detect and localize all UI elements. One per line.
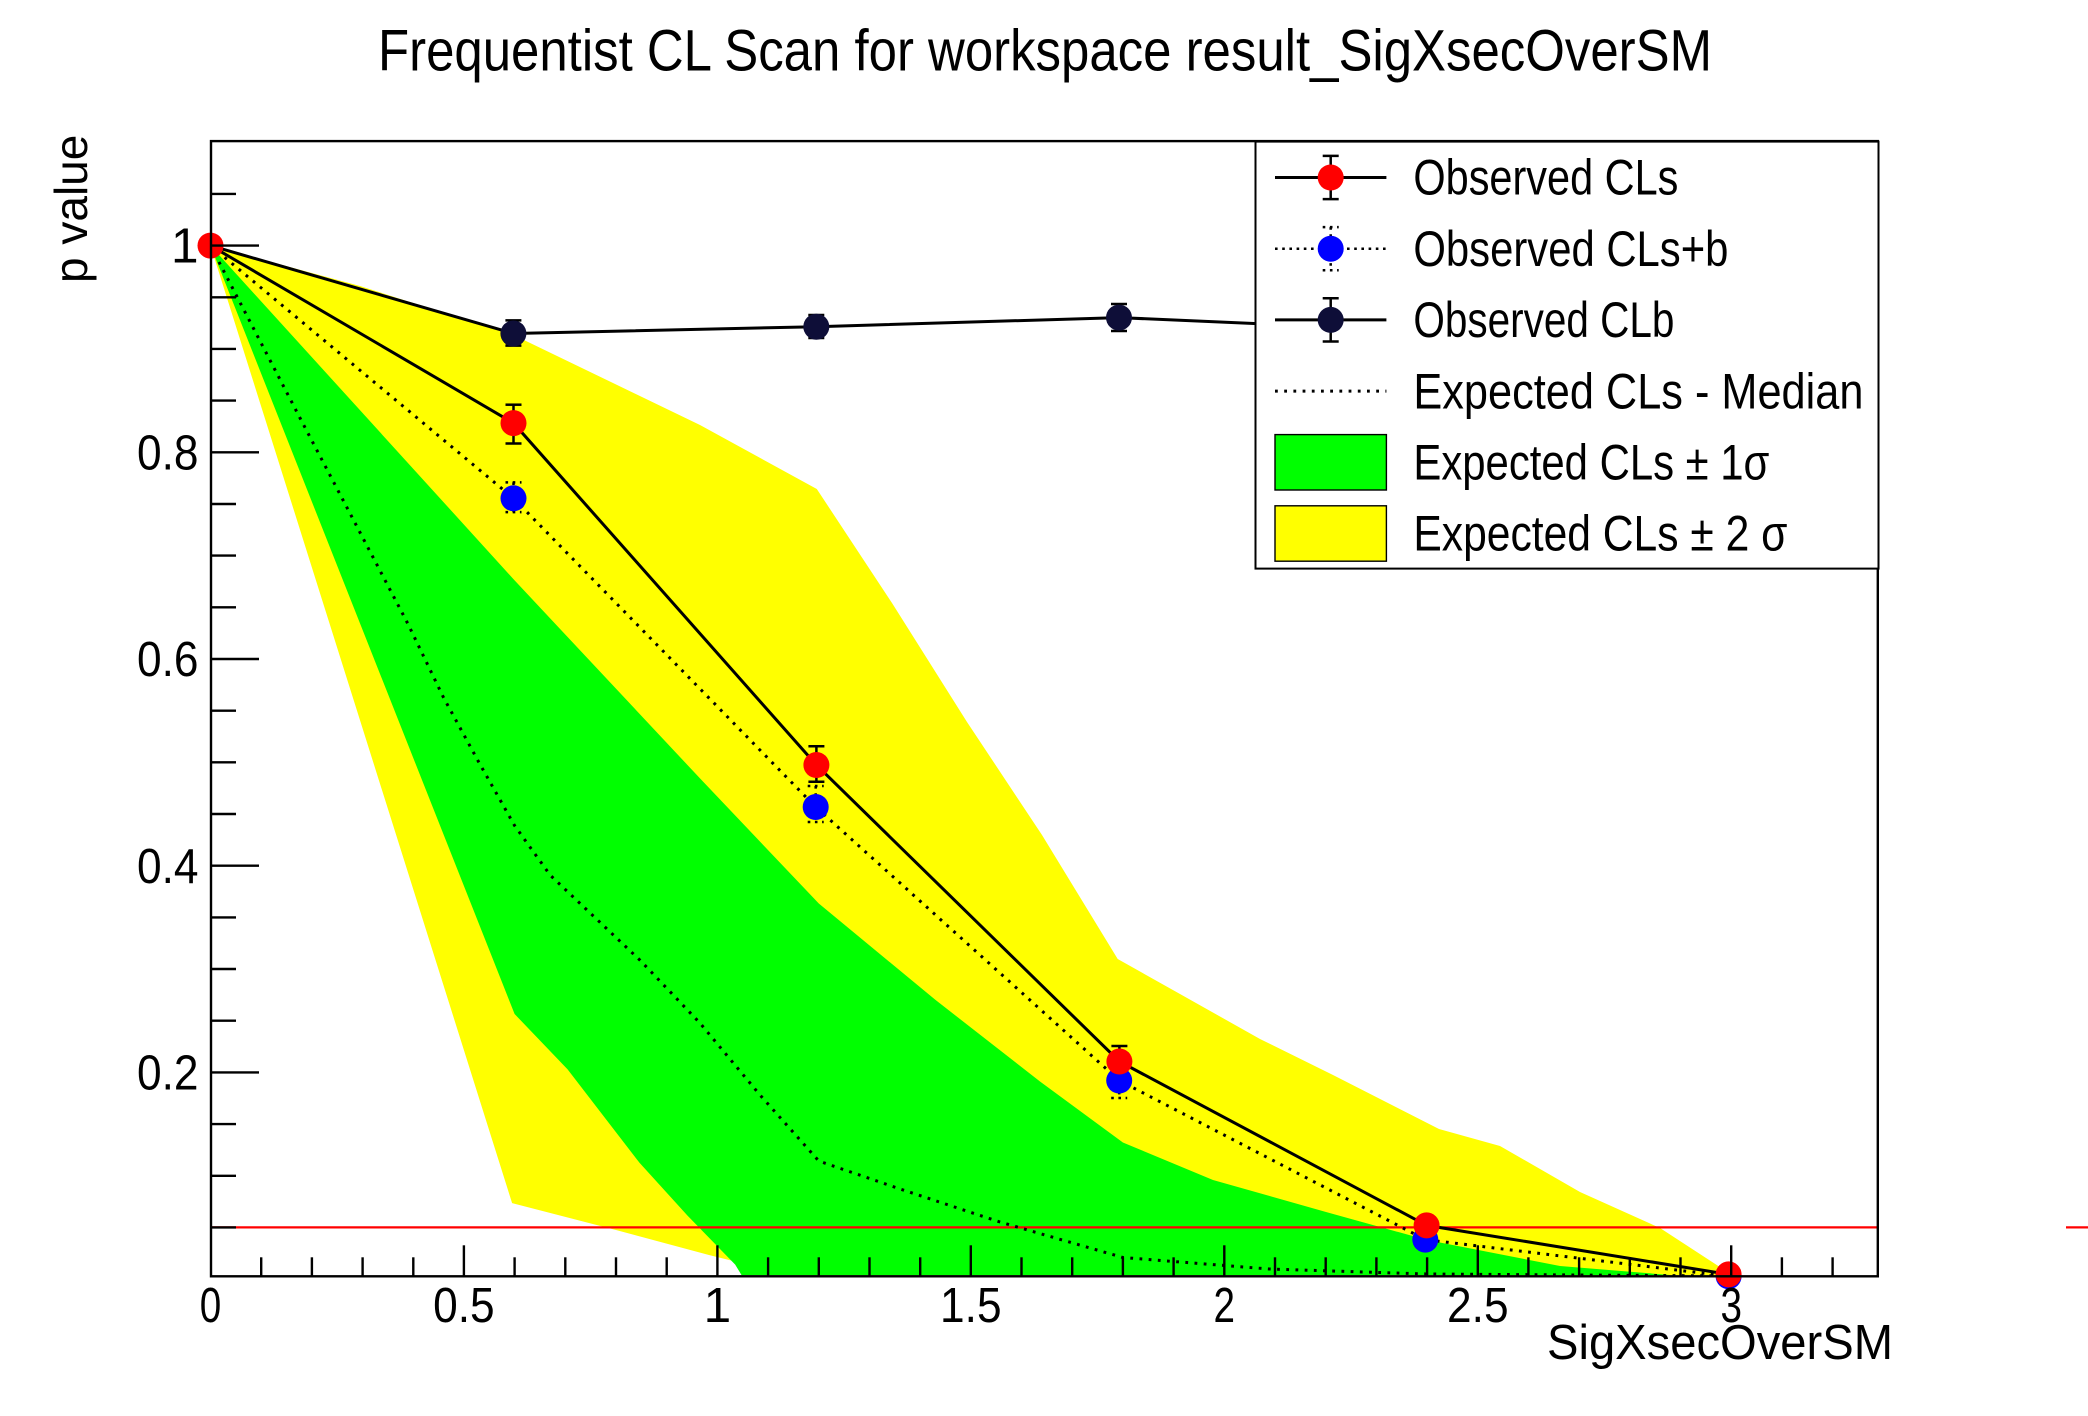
- svg-text:1.5: 1.5: [940, 1278, 1002, 1333]
- svg-text:Expected CLs - Median: Expected CLs - Median: [1413, 363, 1863, 419]
- svg-text:1: 1: [171, 219, 199, 274]
- svg-text:Observed CLs+b: Observed CLs+b: [1413, 221, 1728, 277]
- svg-text:0.5: 0.5: [433, 1278, 495, 1333]
- svg-text:0.4: 0.4: [137, 839, 199, 894]
- svg-text:p value: p value: [45, 135, 97, 283]
- svg-text:Expected CLs ± 2 σ: Expected CLs ± 2 σ: [1413, 506, 1787, 562]
- svg-text:2.5: 2.5: [1447, 1278, 1509, 1333]
- svg-text:Observed CLb: Observed CLb: [1413, 292, 1674, 348]
- svg-text:0.8: 0.8: [137, 425, 199, 480]
- svg-text:0.2: 0.2: [137, 1046, 199, 1101]
- svg-text:Frequentist CL Scan for worksp: Frequentist CL Scan for workspace result…: [378, 19, 1712, 84]
- svg-text:2: 2: [1214, 1278, 1236, 1333]
- svg-text:0: 0: [200, 1278, 222, 1333]
- svg-text:Expected CLs ± 1σ: Expected CLs ± 1σ: [1413, 435, 1769, 491]
- svg-text:0.6: 0.6: [137, 632, 199, 687]
- svg-text:3: 3: [1720, 1278, 1742, 1333]
- svg-text:Observed CLs: Observed CLs: [1413, 150, 1678, 206]
- svg-text:SigXsecOverSM: SigXsecOverSM: [1547, 1316, 1893, 1370]
- svg-text:1: 1: [704, 1278, 732, 1333]
